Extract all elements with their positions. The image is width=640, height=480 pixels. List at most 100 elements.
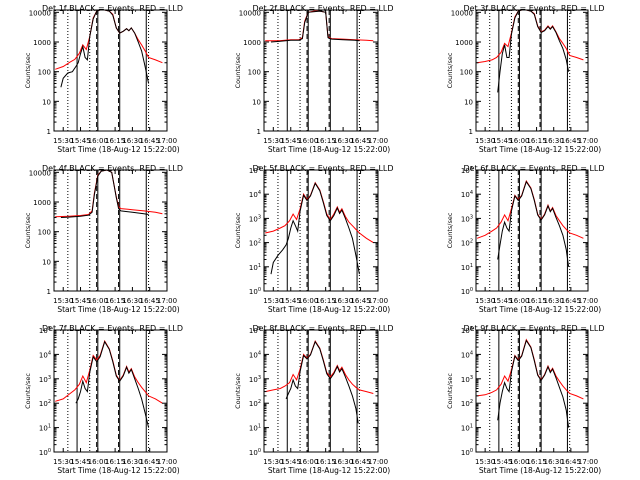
y-tick-label: 100	[461, 287, 473, 296]
y-tick-label: 101	[39, 424, 51, 433]
plot-frame	[475, 9, 589, 132]
x-tick-label: 16:45	[561, 137, 581, 145]
x-tick-label: 17:00	[157, 137, 177, 145]
x-tick-label: 15:30	[475, 137, 495, 145]
plot-frame	[53, 329, 168, 453]
y-tick-label: 10	[42, 98, 51, 106]
x-axis-label: Start Time (18-Aug-12 15:22:00)	[479, 305, 601, 314]
x-axis-label: Start Time (18-Aug-12 15:22:00)	[479, 466, 601, 475]
events-series-line	[270, 10, 360, 43]
x-tick-label: 15:30	[53, 137, 73, 145]
x-axis-label: Start Time (18-Aug-12 15:22:00)	[57, 466, 179, 475]
x-tick-label: 16:15	[105, 297, 125, 305]
events-series-line	[60, 170, 149, 218]
x-tick-label: 16:45	[561, 458, 581, 466]
y-tick-label: 100	[460, 69, 473, 77]
x-tick-label: 15:45	[70, 297, 90, 305]
y-tick-label: 100	[39, 448, 51, 457]
panel-title: Det 3f BLACK = Events, RED = LLD	[463, 4, 604, 13]
y-tick-label: 100	[248, 69, 261, 77]
panel-title: Det 1f BLACK = Events, RED = LLD	[42, 4, 183, 13]
y-axis-label: Counts/sec	[24, 373, 32, 409]
x-tick-label: 15:45	[281, 297, 301, 305]
x-tick-label: 16:15	[526, 458, 546, 466]
x-tick-label: 16:00	[509, 137, 529, 145]
plot-frame	[263, 329, 379, 453]
x-axis-label: Start Time (18-Aug-12 15:22:00)	[268, 145, 390, 154]
y-tick-label: 101	[249, 424, 261, 433]
panel-title: Det 8f BLACK = Events, RED = LLD	[252, 324, 393, 333]
x-tick-label: 16:15	[105, 458, 125, 466]
x-tick-label: 17:00	[157, 297, 177, 305]
x-tick-label: 15:45	[281, 458, 301, 466]
y-axis-label: Counts/sec	[24, 52, 32, 88]
x-axis-label: Start Time (18-Aug-12 15:22:00)	[479, 145, 601, 154]
y-tick-label: 100	[38, 69, 51, 77]
y-axis-label: Counts/sec	[234, 373, 242, 409]
x-tick-label: 16:15	[526, 137, 546, 145]
x-tick-label: 16:15	[316, 458, 336, 466]
plot-frame	[53, 9, 168, 132]
x-tick-label: 15:30	[53, 297, 73, 305]
y-tick-label: 1	[47, 288, 51, 296]
y-tick-label: 10	[464, 98, 473, 106]
x-tick-label: 15:30	[263, 297, 283, 305]
lld-series-line	[55, 170, 163, 218]
x-tick-label: 16:30	[544, 458, 564, 466]
y-axis-label: Counts/sec	[24, 212, 32, 248]
x-tick-label: 16:15	[105, 137, 125, 145]
x-tick-label: 15:45	[70, 137, 90, 145]
y-axis-label: Counts/sec	[446, 212, 454, 248]
panel-title: Det 9f BLACK = Events, RED = LLD	[463, 324, 604, 333]
y-tick-label: 10000	[29, 169, 51, 177]
x-tick-label: 16:30	[333, 458, 353, 466]
plot-frame	[475, 329, 589, 453]
x-tick-label: 16:30	[333, 137, 353, 145]
x-tick-label: 15:45	[281, 137, 301, 145]
y-tick-label: 104	[39, 350, 51, 359]
x-tick-label: 16:00	[88, 297, 108, 305]
y-tick-label: 102	[249, 239, 261, 248]
y-tick-label: 102	[39, 399, 51, 408]
events-series-line	[497, 339, 570, 428]
x-tick-label: 16:30	[122, 137, 142, 145]
y-tick-label: 104	[249, 190, 261, 199]
y-tick-label: 1000	[455, 39, 473, 47]
x-tick-label: 17:00	[578, 137, 598, 145]
x-tick-label: 16:45	[350, 137, 370, 145]
x-tick-label: 16:15	[316, 137, 336, 145]
y-tick-label: 10000	[451, 9, 473, 17]
x-tick-label: 17:00	[578, 458, 598, 466]
x-tick-label: 16:30	[122, 297, 142, 305]
panel-title: Det 4f BLACK = Events, RED = LLD	[42, 164, 183, 173]
x-tick-label: 15:30	[263, 137, 283, 145]
x-axis-label: Start Time (18-Aug-12 15:22:00)	[268, 305, 390, 314]
y-tick-label: 101	[461, 424, 473, 433]
x-tick-label: 15:30	[53, 458, 73, 466]
x-tick-label: 15:45	[492, 297, 512, 305]
y-tick-label: 100	[461, 448, 473, 457]
x-tick-label: 16:00	[298, 137, 318, 145]
events-series-line	[285, 340, 359, 424]
x-axis-label: Start Time (18-Aug-12 15:22:00)	[57, 305, 179, 314]
y-tick-label: 101	[249, 263, 261, 272]
y-tick-label: 104	[249, 350, 261, 359]
y-tick-label: 103	[39, 375, 51, 384]
panel-title: Det 2f BLACK = Events, RED = LLD	[252, 4, 393, 13]
x-tick-label: 16:45	[140, 137, 160, 145]
x-tick-label: 16:00	[509, 297, 529, 305]
plot-frame	[475, 169, 589, 292]
y-tick-label: 102	[461, 399, 473, 408]
x-tick-label: 16:30	[544, 297, 564, 305]
panel-title: Det 6f BLACK = Events, RED = LLD	[463, 164, 604, 173]
y-tick-label: 105	[249, 326, 261, 335]
y-axis-label: Counts/sec	[446, 373, 454, 409]
